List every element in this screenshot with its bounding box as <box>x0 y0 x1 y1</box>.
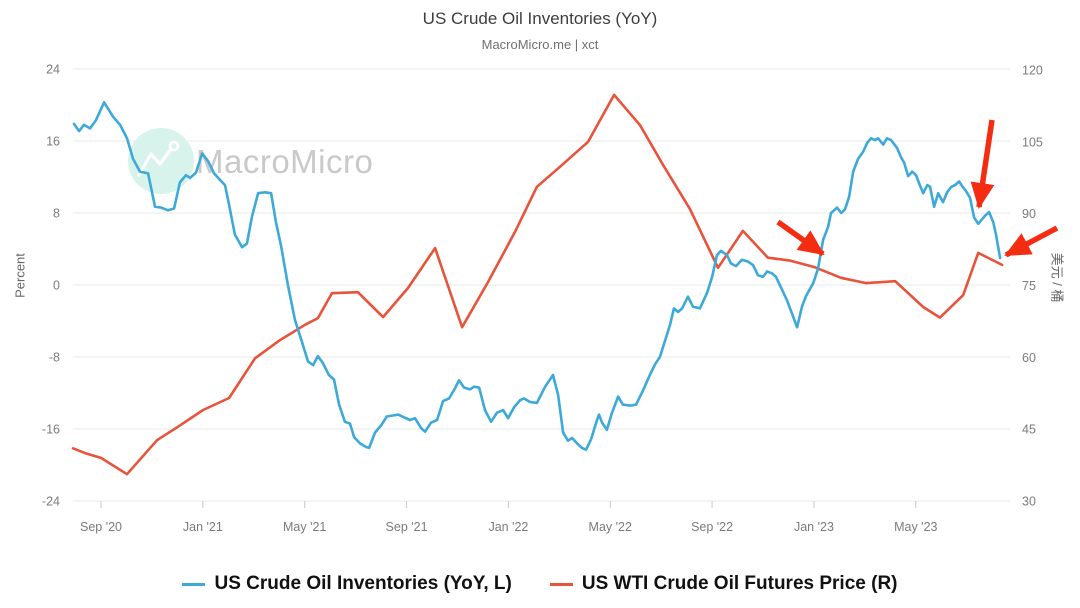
watermark-ring-icon <box>168 140 180 152</box>
watermark: MacroMicro <box>128 128 373 194</box>
y-tick-label-left: 16 <box>46 135 60 149</box>
annotation-arrows <box>776 119 1059 258</box>
y-tick-label-right: 105 <box>1022 135 1043 149</box>
y-tick-label-right: 60 <box>1022 351 1036 365</box>
x-tick-label: Sep '22 <box>691 520 733 534</box>
annotation-arrow <box>970 119 995 209</box>
chart-subtitle: MacroMicro.me | xct <box>481 37 599 52</box>
y-tick-label-right: 45 <box>1022 423 1036 437</box>
y-tick-label-right: 30 <box>1022 495 1036 509</box>
y-tick-label-left: 8 <box>53 207 60 221</box>
left-axis-title: Percent <box>12 253 28 298</box>
legend-item-wti[interactable]: US WTI Crude Oil Futures Price (R) <box>549 573 898 595</box>
inventories-series-swatch <box>182 582 206 586</box>
x-tick-label: May '22 <box>589 520 632 534</box>
y-tick-label-left: 24 <box>46 63 60 77</box>
wti-series-swatch <box>549 582 573 586</box>
y-tick-label-left: -8 <box>49 351 60 365</box>
x-tick-label: Jan '21 <box>183 520 223 534</box>
gridlines <box>73 68 1010 508</box>
x-tick-label: Jan '22 <box>488 520 528 534</box>
annotation-arrow <box>776 219 825 257</box>
inventories-series-line <box>72 101 1002 452</box>
watermark-zigzag-icon <box>137 147 173 177</box>
y-tick-label-left: -24 <box>42 495 60 509</box>
axis-tick-labels: 24 120 16 105 8 90 0 75 -8 60 -16 45 -24 30 Sep '20 Jan… <box>42 63 1043 535</box>
chart-title: US Crude Oil Inventories (YoY) <box>422 9 658 28</box>
x-tick-label: May '23 <box>894 520 937 534</box>
x-tick-label: Jan '23 <box>794 520 834 534</box>
legend-item-inventories[interactable]: US Crude Oil Inventories (YoY, L) <box>182 573 512 595</box>
y-tick-label-left: 0 <box>53 279 60 293</box>
y-tick-label-left: -16 <box>42 423 60 437</box>
watermark-text: MacroMicro <box>196 143 373 180</box>
series-lines <box>71 93 1004 476</box>
annotation-arrow <box>1004 225 1059 258</box>
y-tick-label-right: 75 <box>1022 279 1036 293</box>
right-axis-title: 美元 / 桶 <box>1049 252 1065 303</box>
legend: US Crude Oil Inventories (YoY, L) US WTI… <box>0 573 1080 595</box>
x-tick-label: Sep '20 <box>80 520 122 534</box>
x-tick-label: May '21 <box>283 520 326 534</box>
wti-price-series-line <box>71 93 1004 476</box>
y-tick-label-right: 120 <box>1022 64 1043 78</box>
x-tick-label: Sep '21 <box>386 520 428 534</box>
y-tick-label-right: 90 <box>1022 207 1036 221</box>
legend-label-wti: US WTI Crude Oil Futures Price (R) <box>581 573 898 594</box>
legend-label-inventories: US Crude Oil Inventories (YoY, L) <box>214 573 512 594</box>
